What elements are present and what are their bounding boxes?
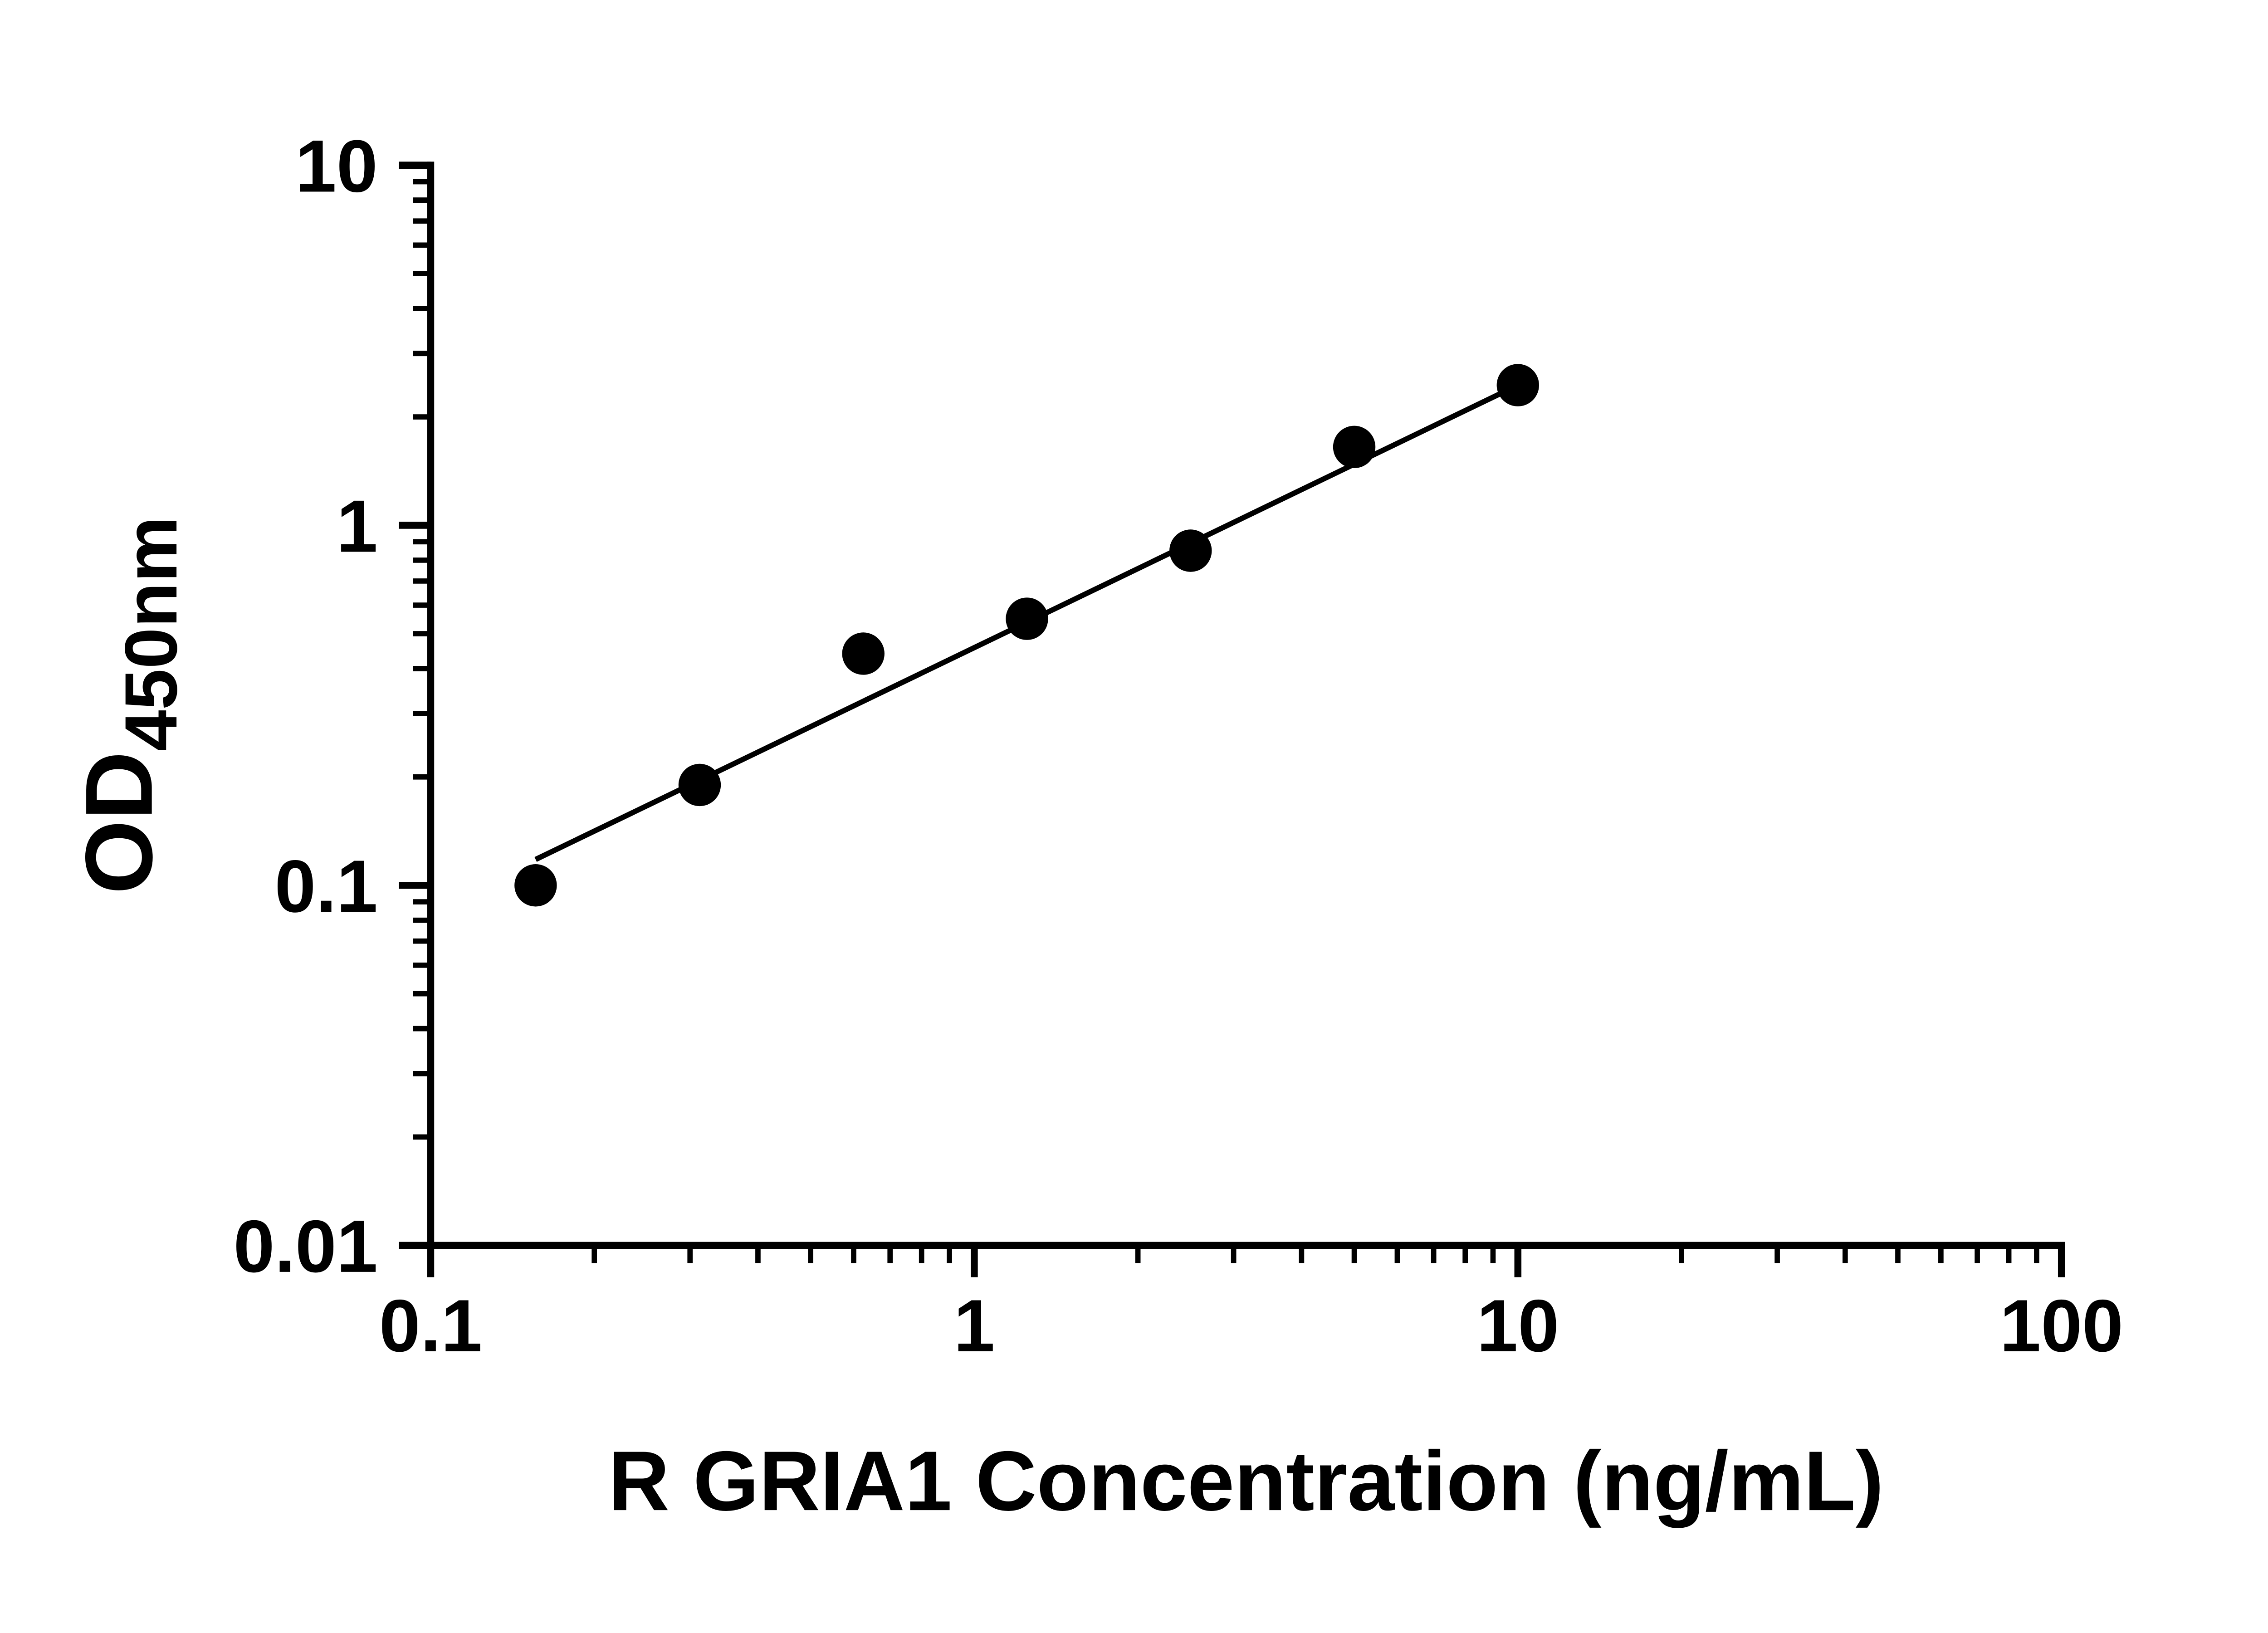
x-tick-label: 0.1 [379,1284,482,1367]
data-point [842,632,885,675]
y-axis-title-main: OD [66,751,172,894]
data-point [1333,425,1376,469]
y-tick-label: 10 [295,125,378,208]
y-tick-label: 1 [337,484,378,567]
axes-frame [427,161,2065,1249]
data-point [1169,529,1212,572]
data-point [1496,364,1539,406]
y-axis-title: OD450nm [66,516,192,894]
data-point [678,763,721,807]
x-tick-label: 1 [953,1284,995,1367]
x-tick-label: 100 [1999,1284,2123,1367]
data-point [514,864,557,907]
x-axis-title: R GRIA1 Concentration (ng/mL) [608,1433,1884,1528]
y-tick-label: 0.01 [234,1205,378,1288]
y-tick-label: 0.1 [275,845,378,928]
x-tick-label: 10 [1476,1284,1559,1367]
y-axis-title-subscript: 450nm [109,516,192,751]
data-point [1006,597,1048,640]
